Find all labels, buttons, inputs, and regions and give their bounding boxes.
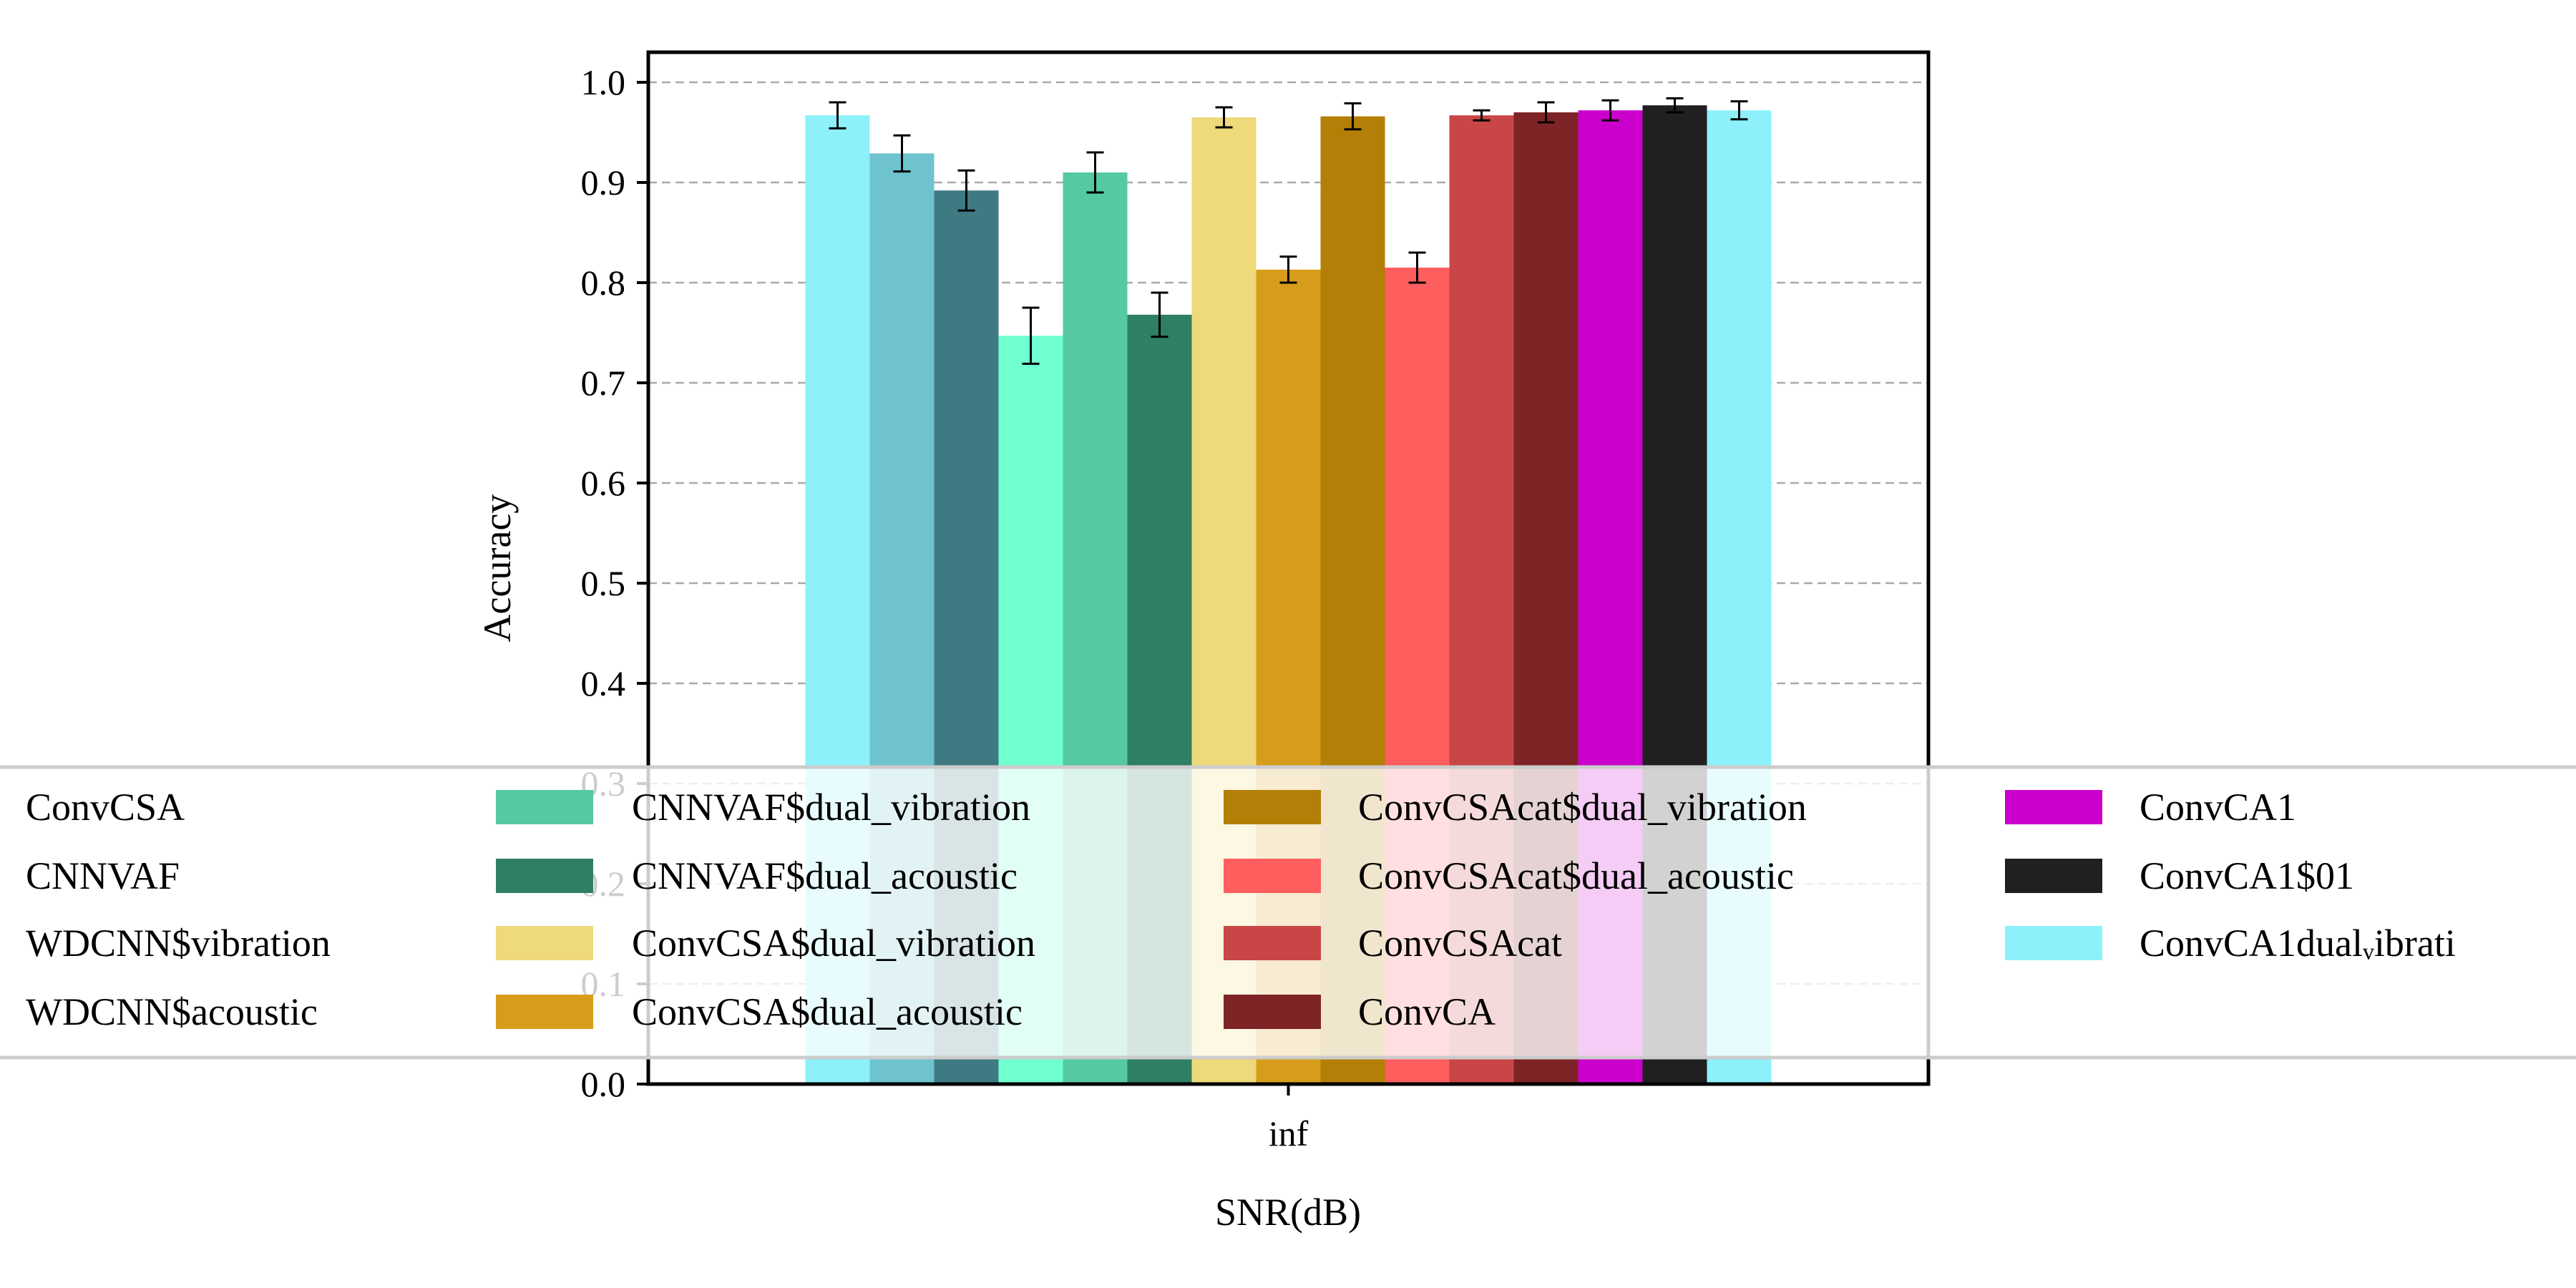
error-bars xyxy=(829,97,1748,365)
y-tick-label: 0.8 xyxy=(581,263,626,303)
legend-item: WDCNN$vibration xyxy=(26,922,331,965)
x-tick-label: inf xyxy=(1269,1113,1309,1153)
legend-label: ConvCA1$01 xyxy=(2140,854,2354,897)
legend-swatch xyxy=(496,926,593,960)
legend-item: ConvCSA xyxy=(26,786,185,829)
y-tick-label: 0.6 xyxy=(581,463,626,503)
legend-item: ConvCSA$dual_acoustic xyxy=(496,990,1023,1033)
legend-label: CNNVAF$dual_acoustic xyxy=(632,854,1018,897)
legend-label: ConvCA xyxy=(1358,990,1496,1033)
error-bar xyxy=(1215,106,1233,129)
legend-swatch xyxy=(496,995,593,1029)
legend-swatch xyxy=(496,859,593,893)
legend-item: ConvCA xyxy=(1224,990,1496,1033)
y-tick-label: 1.0 xyxy=(581,62,626,102)
legend-swatch xyxy=(2005,790,2102,824)
legend-label: ConvCSA$dual_acoustic xyxy=(632,990,1023,1033)
legend-item: CNNVAF$dual_acoustic xyxy=(496,854,1018,897)
legend-swatch xyxy=(1224,926,1321,960)
legend-swatch xyxy=(1224,995,1321,1029)
error-bar xyxy=(957,169,975,212)
legend-item: CNNVAF$dual_vibration xyxy=(496,786,1030,829)
legend-label: ConvCSAcat$dual_acoustic xyxy=(1358,854,1794,897)
legend-label: ConvCSA xyxy=(26,786,185,829)
y-tick-label: 0.9 xyxy=(581,162,626,203)
legend-item: WDCNN$acoustic xyxy=(26,990,318,1033)
legend-item: CNNVAF xyxy=(26,854,180,897)
error-bar xyxy=(1344,102,1362,131)
legend-swatch xyxy=(2005,926,2102,960)
error-bar xyxy=(1151,291,1169,338)
error-bar xyxy=(829,101,847,130)
error-bar xyxy=(1601,99,1619,122)
legend-item: ConvCSAcat$dual_vibration xyxy=(1224,786,1807,829)
legend-label: CNNVAF xyxy=(26,854,180,897)
legend-label: ConvCSAcat xyxy=(1358,922,1562,965)
legend-item: ConvCA1 xyxy=(2005,786,2296,829)
legend-item: ConvCA1$01 xyxy=(2005,854,2354,897)
y-axis-label: Accuracy xyxy=(476,494,519,643)
legend-swatch xyxy=(1224,790,1321,824)
legend: ConvCSA CNNVAF WDCNN$vibration WDCNN$acoust… xyxy=(0,765,2576,1060)
legend-label: ConvCA1 xyxy=(2140,786,2296,829)
error-bar xyxy=(1730,100,1748,121)
x-axis-ticks: inf xyxy=(1269,1084,1309,1153)
legend-label: WDCNN$acoustic xyxy=(26,990,318,1033)
error-bar xyxy=(1666,97,1684,114)
error-bar xyxy=(1279,255,1297,284)
legend-swatch xyxy=(2005,859,2102,893)
x-axis-label: SNR(dB) xyxy=(1215,1191,1361,1234)
legend-label: ConvCSA$dual_vibration xyxy=(632,922,1035,965)
y-tick-label: 0.0 xyxy=(581,1064,626,1104)
error-bar xyxy=(1408,251,1426,284)
error-bar xyxy=(1473,109,1491,122)
error-bar xyxy=(1086,151,1104,194)
legend-item: ConvCSAcat xyxy=(1224,922,1562,965)
legend-swatch xyxy=(496,790,593,824)
y-tick-label: 0.7 xyxy=(581,363,626,403)
legend-item: ConvCSA$dual_vibration xyxy=(496,922,1035,965)
error-bar xyxy=(1022,306,1040,365)
error-bar xyxy=(893,134,911,173)
error-bar xyxy=(1537,101,1555,124)
legend-label: WDCNN$vibration xyxy=(26,922,331,965)
legend-label: CNNVAF$dual_vibration xyxy=(632,786,1030,829)
legend-swatch xyxy=(1224,859,1321,893)
y-tick-label: 0.4 xyxy=(581,663,626,703)
legend-label: ConvCSAcat$dual_vibration xyxy=(1358,786,1807,829)
legend-item: ConvCSAcat$dual_acoustic xyxy=(1224,854,1794,897)
legend-label: ConvCA1dualᵥibrati xyxy=(2140,922,2456,965)
y-tick-label: 0.5 xyxy=(581,563,626,603)
legend-item: ConvCA1dualᵥibrati xyxy=(2005,922,2456,965)
